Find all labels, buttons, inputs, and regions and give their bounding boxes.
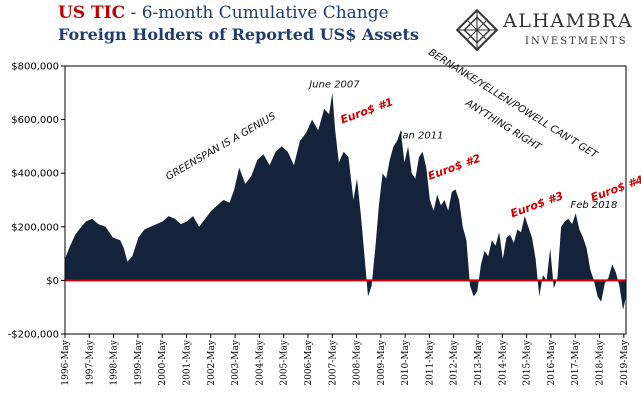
x-tick-label: 2014-May xyxy=(498,339,508,386)
series-area xyxy=(65,92,626,310)
x-tick-label: 2009-May xyxy=(377,339,387,386)
annotation-label: BERNANKE/YELLEN/POWELL CAN'T GET xyxy=(426,47,600,161)
x-tick-label: 2007-May xyxy=(328,339,338,386)
x-tick-label: 1998-May xyxy=(110,339,120,386)
plot-frame xyxy=(64,65,627,335)
x-axis: 1996-May 1997-May 1998-May 1999-May 2000-May… xyxy=(61,334,630,386)
unit-note: millions of $s xyxy=(70,318,136,329)
x-tick-label: 2004-May xyxy=(255,339,265,386)
x-tick-label: 2011-May xyxy=(425,339,435,386)
diamond-lattice-icon xyxy=(455,8,499,52)
logo-name: ALHAMBRA xyxy=(503,10,634,32)
annotation-label: Euro$ #2 xyxy=(426,152,483,183)
y-axis: -$200,000 $0 $200,000 $400,000 $600,000 $800,… xyxy=(8,62,65,341)
x-tick-label: 2016-May xyxy=(547,339,557,386)
x-tick-label: 2001-May xyxy=(182,339,192,386)
chart-title-lead: US TIC xyxy=(58,3,126,23)
x-tick-label: 2013-May xyxy=(474,339,484,386)
chart-title-rest: - 6-month Cumulative Change xyxy=(125,3,389,23)
annotation-label: June 2007 xyxy=(307,79,360,90)
logo-subtitle: INVESTMENTS xyxy=(525,36,628,47)
y-tick-label: -$200,000 xyxy=(8,330,59,341)
x-tick-label: 2017-May xyxy=(571,339,581,386)
company-logo: ALHAMBRA INVESTMENTS xyxy=(455,8,635,56)
x-tick-label: 2002-May xyxy=(207,339,217,386)
y-tick-label: $600,000 xyxy=(11,115,59,126)
chart-title: US TIC - 6-month Cumulative Change xyxy=(58,2,389,24)
chart-subtitle: Foreign Holders of Reported US$ Assets xyxy=(58,25,419,44)
x-tick-label: 2008-May xyxy=(353,339,363,386)
x-tick-label: 1999-May xyxy=(134,339,144,386)
x-tick-label: 2005-May xyxy=(280,339,290,386)
annotation-label: Euro$ #3 xyxy=(509,189,566,220)
x-tick-label: 1997-May xyxy=(85,339,95,386)
x-tick-label: 2018-May xyxy=(596,339,606,386)
x-tick-label: 2006-May xyxy=(304,339,314,386)
y-tick-label: $400,000 xyxy=(11,169,59,180)
x-tick-label: 2015-May xyxy=(523,339,533,386)
x-tick-label: 2012-May xyxy=(450,339,460,386)
y-tick-label: $200,000 xyxy=(11,222,59,233)
annotation-label: ANYTHING RIGHT xyxy=(462,97,543,153)
x-tick-label: 2003-May xyxy=(231,339,241,386)
annotation-label: Euro$ #1 xyxy=(339,95,395,126)
x-tick-label: 1996-May xyxy=(61,339,71,386)
annotation-label: Jan 2011 xyxy=(397,130,443,141)
y-tick-label: $800,000 xyxy=(11,62,59,73)
x-tick-label: 2010-May xyxy=(401,339,411,386)
x-tick-label: 2019-May xyxy=(620,339,630,386)
x-tick-label: 2000-May xyxy=(158,339,168,386)
y-tick-label: $0 xyxy=(46,276,59,287)
annotation-label: Feb 2018 xyxy=(570,200,617,211)
